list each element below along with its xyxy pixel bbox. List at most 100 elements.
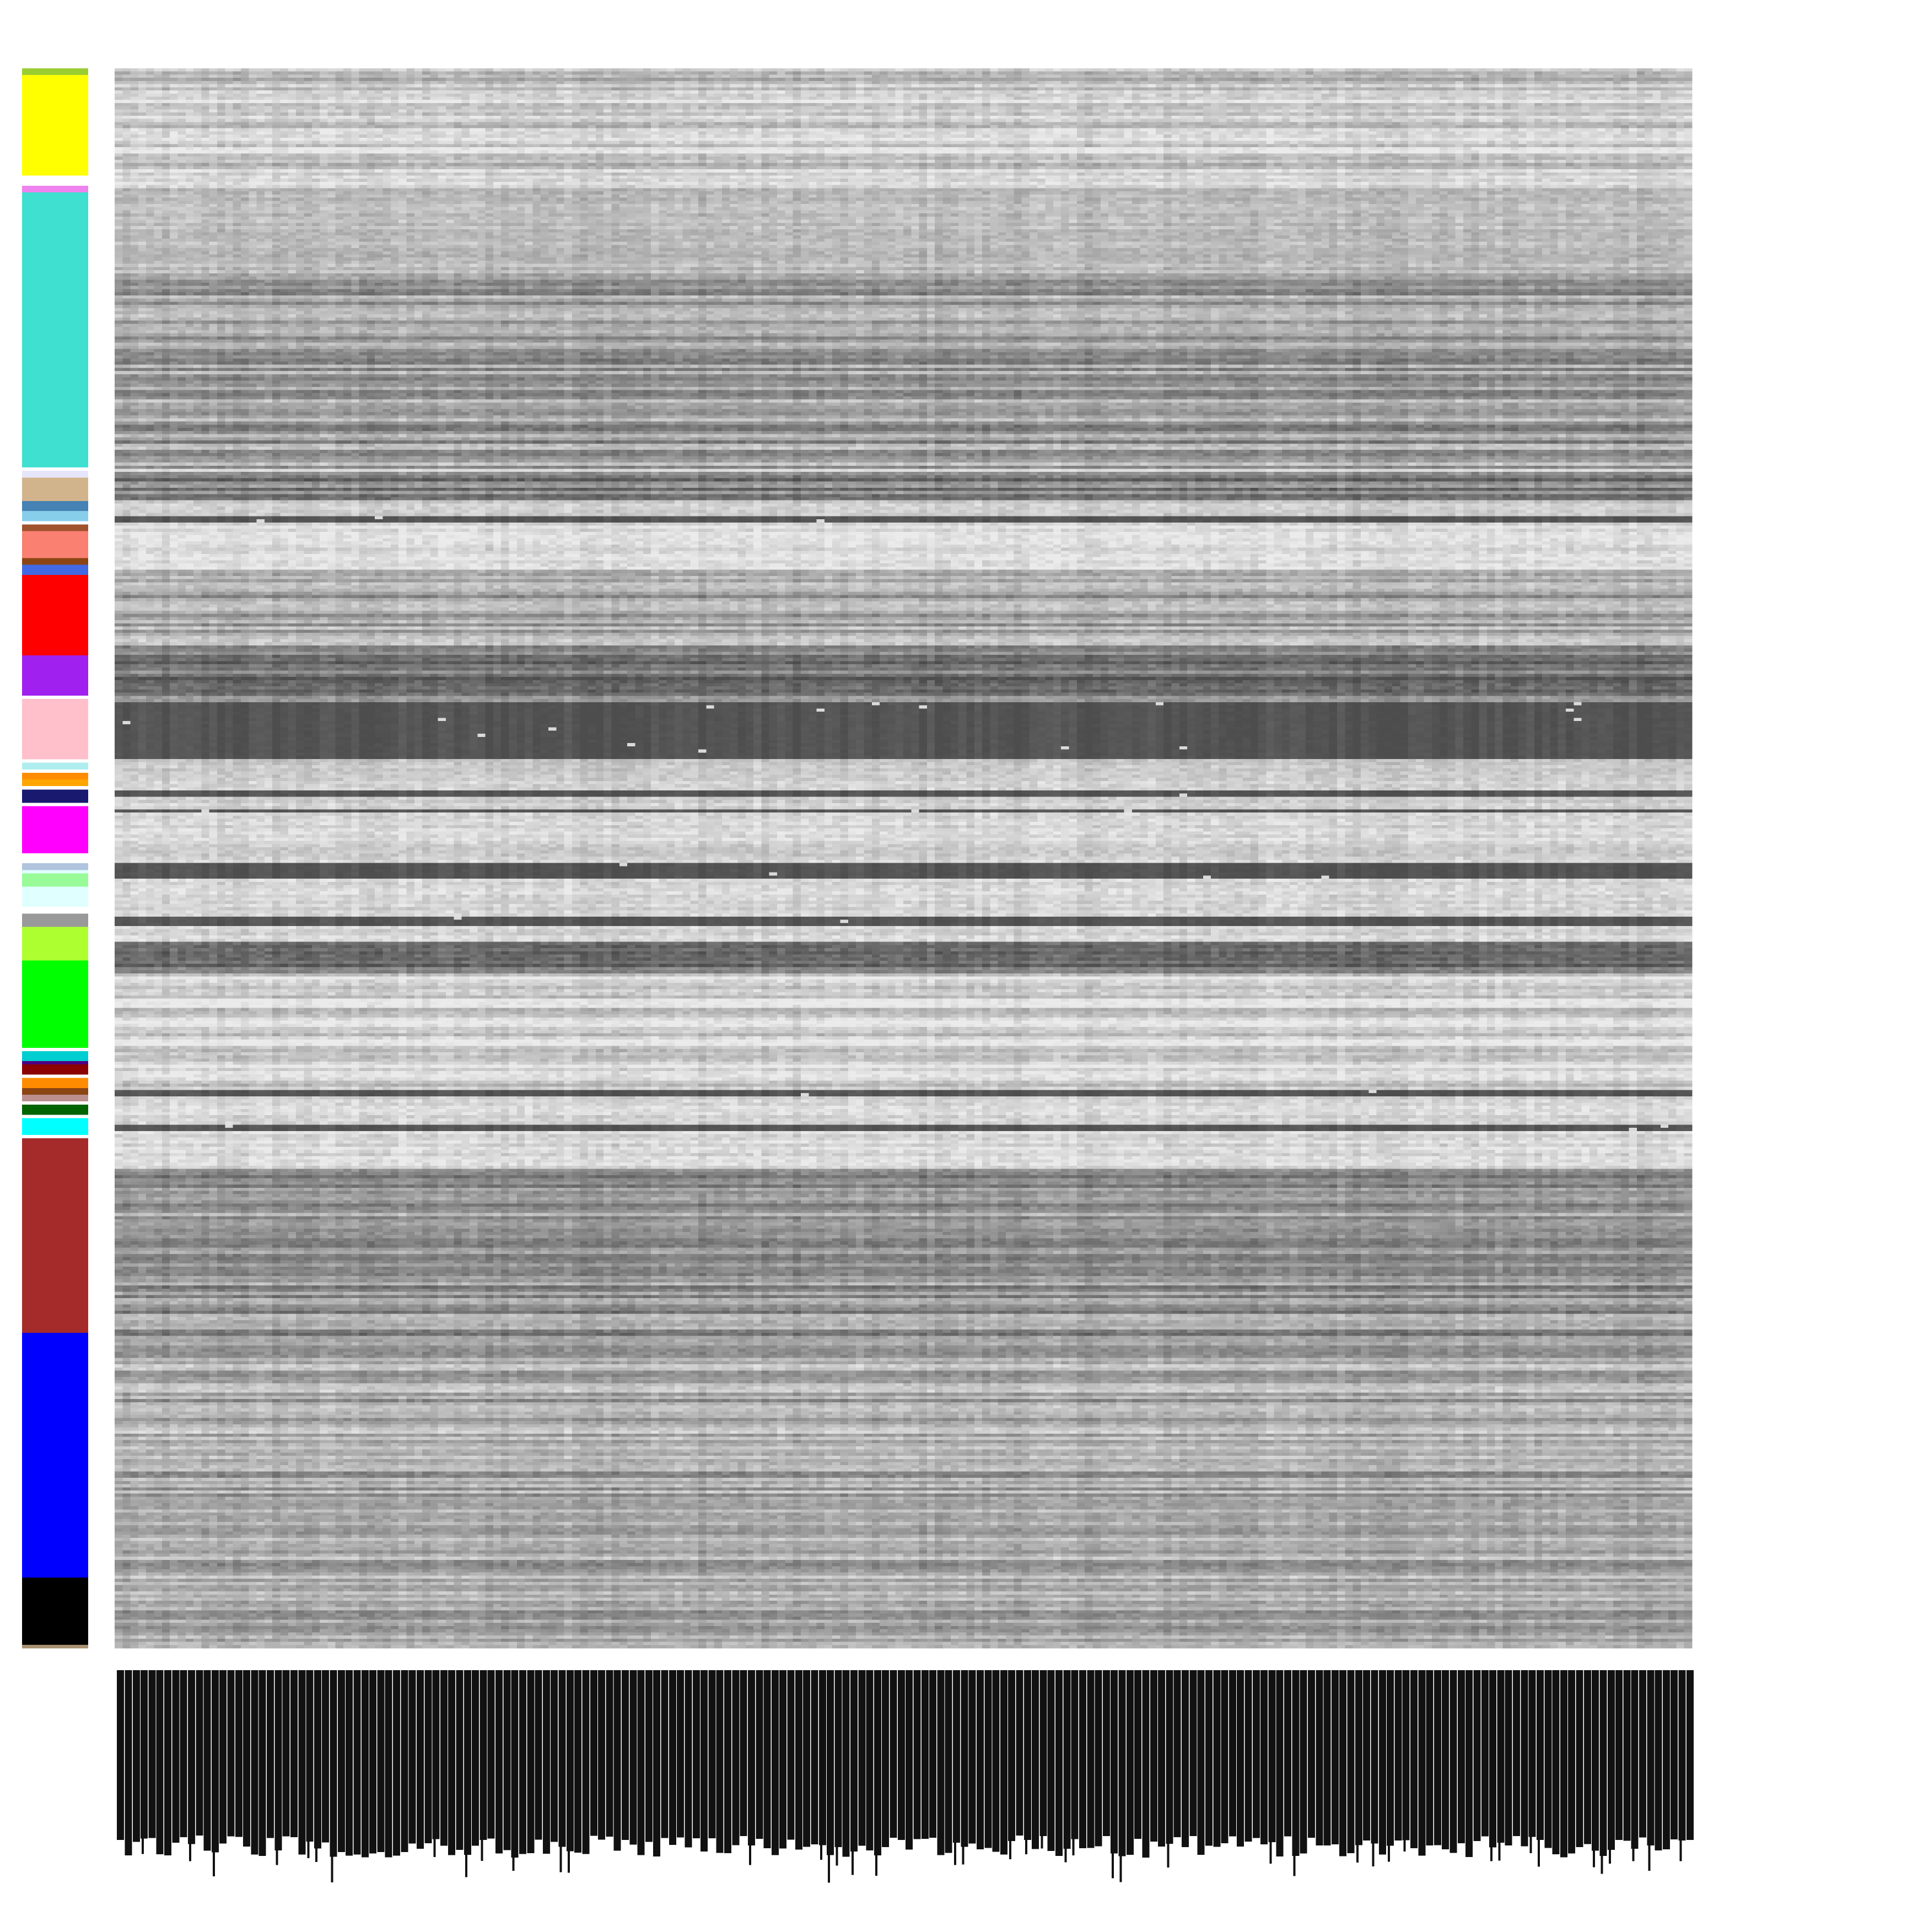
heatmap-cell: [1463, 90, 1472, 94]
heatmap-cell: [1219, 84, 1227, 88]
heatmap-cell: [122, 81, 131, 84]
heatmap-cell: [146, 68, 154, 72]
module-segment: [22, 779, 88, 787]
heatmap-cell: [887, 74, 896, 78]
heatmap-cell: [327, 68, 336, 72]
heatmap-cell: [375, 74, 383, 78]
heatmap-cell: [691, 74, 699, 78]
heatmap-cell: [359, 81, 368, 84]
heatmap-cell: [588, 84, 596, 88]
heatmap-cell: [1014, 100, 1022, 103]
heatmap-cell: [154, 84, 163, 88]
heatmap-cell: [1463, 78, 1472, 81]
heatmap-cell: [572, 96, 580, 100]
heatmap-cell: [675, 94, 683, 97]
heatmap-cell: [746, 68, 754, 72]
heatmap-cell: [817, 84, 825, 88]
heatmap-cell: [1558, 78, 1566, 81]
heatmap-cell: [225, 68, 233, 72]
heatmap-cell: [1313, 103, 1322, 106]
heatmap-cell: [1251, 100, 1259, 103]
heatmap-cell: [1242, 84, 1251, 88]
heatmap-cell: [588, 72, 596, 75]
heatmap-cell: [367, 84, 375, 88]
heatmap-cell: [375, 68, 383, 72]
heatmap-cell: [1479, 90, 1488, 94]
heatmap-cell: [1652, 94, 1661, 97]
heatmap-cell: [1503, 96, 1511, 100]
heatmap-cell: [1030, 90, 1038, 94]
heatmap-cell: [209, 74, 218, 78]
heatmap-cell: [753, 90, 762, 94]
heatmap-cell: [304, 90, 312, 94]
heatmap-cell: [1684, 106, 1693, 110]
heatmap-cell: [1495, 68, 1503, 72]
heatmap-cell: [1661, 72, 1669, 75]
heatmap-cell: [430, 72, 438, 75]
heatmap-cell: [1353, 74, 1361, 78]
heatmap-cell: [304, 78, 312, 81]
heatmap-cell: [1132, 78, 1140, 81]
heatmap-cell: [998, 68, 1006, 72]
heatmap-cell: [296, 72, 304, 75]
heatmap-cell: [1621, 103, 1629, 106]
heatmap-cell: [903, 68, 912, 72]
heatmap-cell: [887, 100, 896, 103]
heatmap-cell: [1337, 84, 1345, 88]
heatmap-cell: [1321, 74, 1329, 78]
heatmap-cell: [343, 81, 352, 84]
heatmap-cell: [209, 96, 218, 100]
heatmap-cell: [470, 68, 478, 72]
heatmap-cell: [1061, 106, 1069, 110]
heatmap-cell: [209, 103, 218, 106]
heatmap-cell: [848, 106, 856, 110]
heatmap-cell: [919, 94, 928, 97]
heatmap-cell: [1337, 74, 1345, 78]
heatmap-cell: [1463, 68, 1472, 72]
heatmap-cell: [193, 81, 202, 84]
heatmap-cell: [1124, 87, 1133, 90]
heatmap-cell: [706, 106, 714, 110]
heatmap-cell: [217, 106, 225, 110]
heatmap-cell: [564, 94, 573, 97]
heatmap-cell: [446, 72, 454, 75]
heatmap-cell: [1424, 103, 1432, 106]
heatmap-cell: [272, 94, 281, 97]
heatmap-cell: [1645, 81, 1653, 84]
heatmap-cell: [1424, 106, 1432, 110]
heatmap-cell: [691, 78, 699, 81]
heatmap-cell: [935, 100, 943, 103]
heatmap-cell: [501, 84, 509, 88]
heatmap-cell: [391, 81, 399, 84]
heatmap-cell: [627, 106, 635, 110]
heatmap-cell: [131, 103, 139, 106]
heatmap-cell: [462, 68, 470, 72]
heatmap-cell: [848, 74, 856, 78]
heatmap-cell: [643, 84, 651, 88]
heatmap-cell: [249, 103, 257, 106]
heatmap-cell: [1329, 100, 1338, 103]
heatmap-cell: [856, 68, 864, 72]
heatmap-cell: [1266, 84, 1274, 88]
heatmap-cell: [454, 106, 462, 110]
heatmap-cell: [131, 81, 139, 84]
heatmap-cell: [438, 100, 446, 103]
heatmap-cell: [1290, 96, 1298, 100]
heatmap-cell: [1589, 100, 1598, 103]
heatmap-cell: [1148, 87, 1156, 90]
heatmap-cell: [1030, 81, 1038, 84]
heatmap-cell: [580, 68, 588, 72]
heatmap-cell: [1195, 74, 1203, 78]
heatmap-cell: [470, 106, 478, 110]
heatmap-cell: [548, 68, 557, 72]
heatmap-cell: [769, 90, 778, 94]
heatmap-cell: [1345, 94, 1353, 97]
heatmap-cell: [1684, 94, 1693, 97]
heatmap-cell: [1534, 94, 1543, 97]
heatmap-cell: [1518, 103, 1527, 106]
heatmap-cell: [1542, 78, 1550, 81]
heatmap-cell: [1313, 68, 1322, 72]
heatmap-cell: [1235, 68, 1243, 72]
heatmap-cell: [556, 87, 564, 90]
heatmap-cell: [265, 74, 273, 78]
